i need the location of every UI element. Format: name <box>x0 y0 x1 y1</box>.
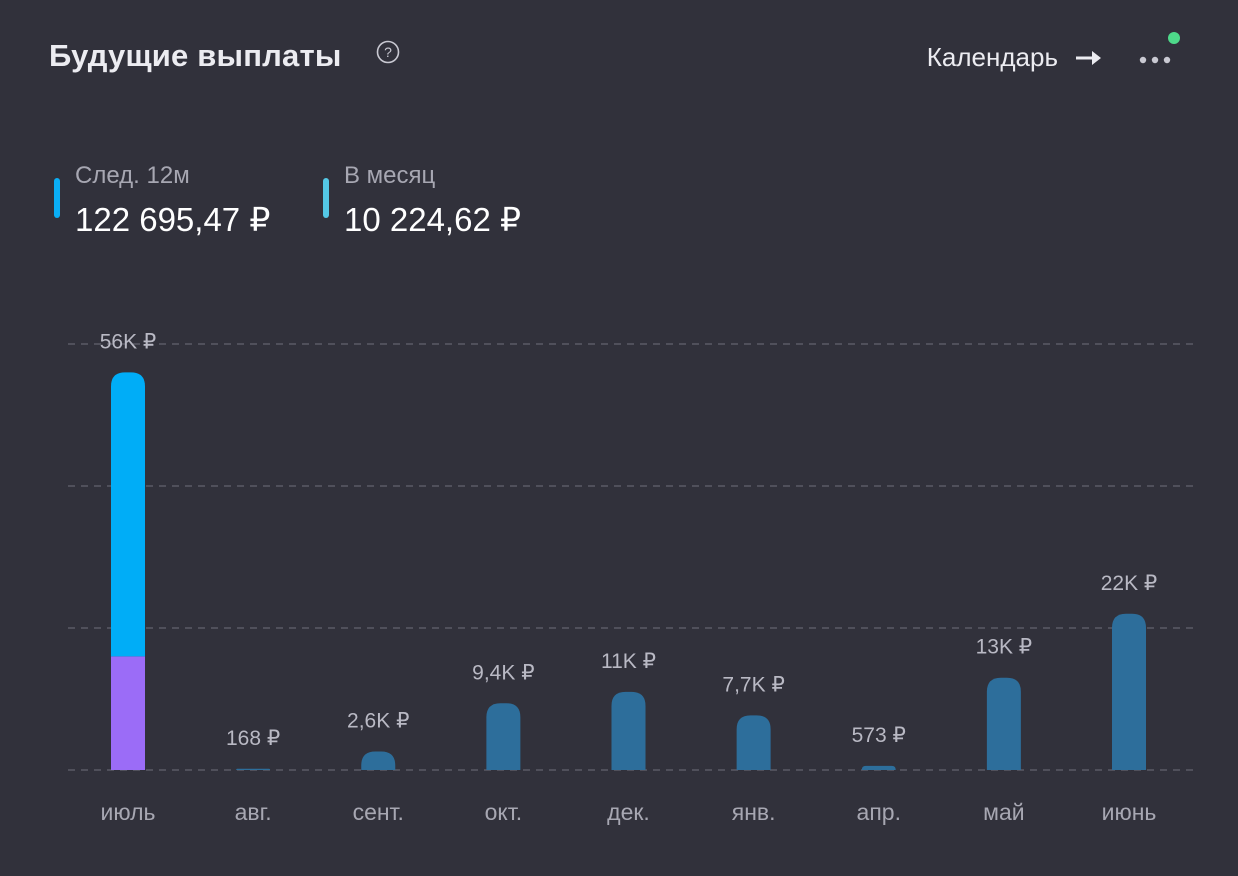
stat-label: След. 12м <box>75 162 190 189</box>
bar[interactable] <box>111 372 145 657</box>
bar-data-label: 168 ₽ <box>226 727 280 750</box>
more-dots-icon[interactable] <box>1136 46 1176 74</box>
x-tick-label: янв. <box>732 799 776 825</box>
stat-marker <box>54 178 60 218</box>
bar-data-label: 22K ₽ <box>1101 572 1158 595</box>
stat-value: 122 695,47 ₽ <box>75 201 271 238</box>
bar-data-label: 13K ₽ <box>976 636 1033 659</box>
bar[interactable] <box>361 751 396 770</box>
bar-data-label: 2,6K ₽ <box>347 710 409 733</box>
x-tick-label: окт. <box>485 799 523 825</box>
bar[interactable] <box>986 677 1021 770</box>
x-tick-label: апр. <box>857 799 901 825</box>
notification-dot <box>1168 32 1180 44</box>
bar-data-label: 11K ₽ <box>601 650 656 673</box>
card-title: Будущие выплаты <box>49 38 342 73</box>
x-tick-label: июнь <box>1102 799 1157 825</box>
bar-data-label: 7,7K ₽ <box>722 673 784 696</box>
calendar-label: Календарь <box>926 42 1058 72</box>
bar-data-label: 9,4K ₽ <box>472 661 534 684</box>
bar[interactable] <box>1112 613 1146 770</box>
x-tick-label: авг. <box>235 799 272 825</box>
bar[interactable] <box>236 768 271 770</box>
question-circle-icon[interactable]: ? <box>376 40 400 64</box>
arrow-right-icon <box>1076 50 1101 65</box>
stat-label: В месяц <box>344 162 436 189</box>
x-tick-label: сент. <box>353 799 404 825</box>
bar-data-label: 573 ₽ <box>852 724 906 747</box>
svg-text:?: ? <box>384 44 392 60</box>
stat-marker <box>323 178 329 218</box>
bar-data-label: 56K ₽ <box>100 330 157 353</box>
bar[interactable] <box>861 765 896 770</box>
bar[interactable] <box>611 691 646 770</box>
x-tick-label: июль <box>101 799 156 825</box>
x-tick-label: дек. <box>607 799 650 825</box>
x-tick-label: май <box>983 799 1024 825</box>
stat-value: 10 224,62 ₽ <box>344 201 521 238</box>
bar-segment-secondary[interactable] <box>111 656 145 770</box>
bar[interactable] <box>486 703 521 770</box>
calendar-link[interactable]: Календарь <box>927 42 1102 73</box>
bar[interactable] <box>736 715 771 770</box>
